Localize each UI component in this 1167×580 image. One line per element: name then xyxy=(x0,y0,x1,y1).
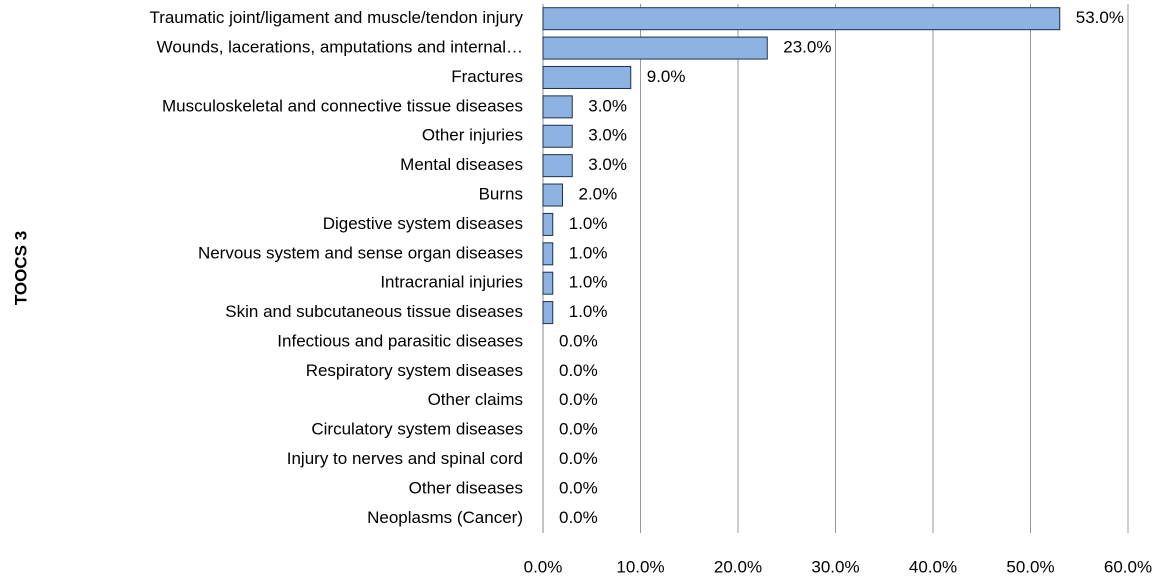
y-tick-label: Wounds, lacerations, amputations and int… xyxy=(157,38,523,57)
value-label: 1.0% xyxy=(569,273,608,292)
bar xyxy=(542,271,554,295)
x-tick-label: 40.0% xyxy=(909,557,957,576)
y-tick-label: Injury to nerves and spinal cord xyxy=(287,449,523,468)
value-label: 3.0% xyxy=(588,96,627,115)
y-tick-label: Skin and subcutaneous tissue diseases xyxy=(225,302,523,321)
x-tick-label: 30.0% xyxy=(811,557,859,576)
y-tick-label: Mental diseases xyxy=(400,155,523,174)
value-label: 53.0% xyxy=(1076,8,1124,27)
value-label: 9.0% xyxy=(647,67,686,86)
bar xyxy=(542,154,573,178)
bar xyxy=(542,7,1061,31)
y-tick-label: Nervous system and sense organ diseases xyxy=(198,243,523,262)
y-tick-label: Fractures xyxy=(451,67,523,86)
value-label: 3.0% xyxy=(588,126,627,145)
y-tick-label: Respiratory system diseases xyxy=(306,361,523,380)
bar xyxy=(542,65,632,89)
y-tick-label: Burns xyxy=(479,185,523,204)
y-tick-label: Digestive system diseases xyxy=(323,214,523,233)
bar xyxy=(542,124,573,148)
value-label: 0.0% xyxy=(559,390,598,409)
x-tick-label: 20.0% xyxy=(714,557,762,576)
value-label: 1.0% xyxy=(569,243,608,262)
y-tick-label: Intracranial injuries xyxy=(380,273,523,292)
y-tick-label: Musculoskeletal and connective tissue di… xyxy=(162,96,523,115)
value-label: 0.0% xyxy=(559,361,598,380)
bar xyxy=(542,242,554,266)
y-tick-label: Neoplasms (Cancer) xyxy=(367,508,523,527)
value-label: 23.0% xyxy=(783,38,831,57)
y-tick-label: Other claims xyxy=(428,390,523,409)
value-label: 0.0% xyxy=(559,420,598,439)
y-tick-label: Circulatory system diseases xyxy=(311,420,523,439)
bar xyxy=(542,95,573,119)
x-tick-label: 10.0% xyxy=(616,557,664,576)
bar xyxy=(542,183,563,207)
value-label: 1.0% xyxy=(569,214,608,233)
y-tick-label: Other diseases xyxy=(409,478,523,497)
value-label: 0.0% xyxy=(559,449,598,468)
bar xyxy=(542,36,768,60)
bar xyxy=(542,301,554,325)
x-tick-label: 0.0% xyxy=(524,557,563,576)
value-label: 0.0% xyxy=(559,331,598,350)
value-label: 2.0% xyxy=(579,185,618,204)
x-tick-label: 60.0% xyxy=(1104,557,1152,576)
value-label: 0.0% xyxy=(559,508,598,527)
y-axis-label: TOOCS 3 xyxy=(11,231,30,305)
y-tick-label: Traumatic joint/ligament and muscle/tend… xyxy=(149,8,523,27)
value-label: 0.0% xyxy=(559,478,598,497)
bar xyxy=(542,212,554,236)
value-label: 1.0% xyxy=(569,302,608,321)
x-tick-label: 50.0% xyxy=(1006,557,1054,576)
y-tick-label: Other injuries xyxy=(422,126,523,145)
y-tick-label: Infectious and parasitic diseases xyxy=(277,331,523,350)
value-label: 3.0% xyxy=(588,155,627,174)
